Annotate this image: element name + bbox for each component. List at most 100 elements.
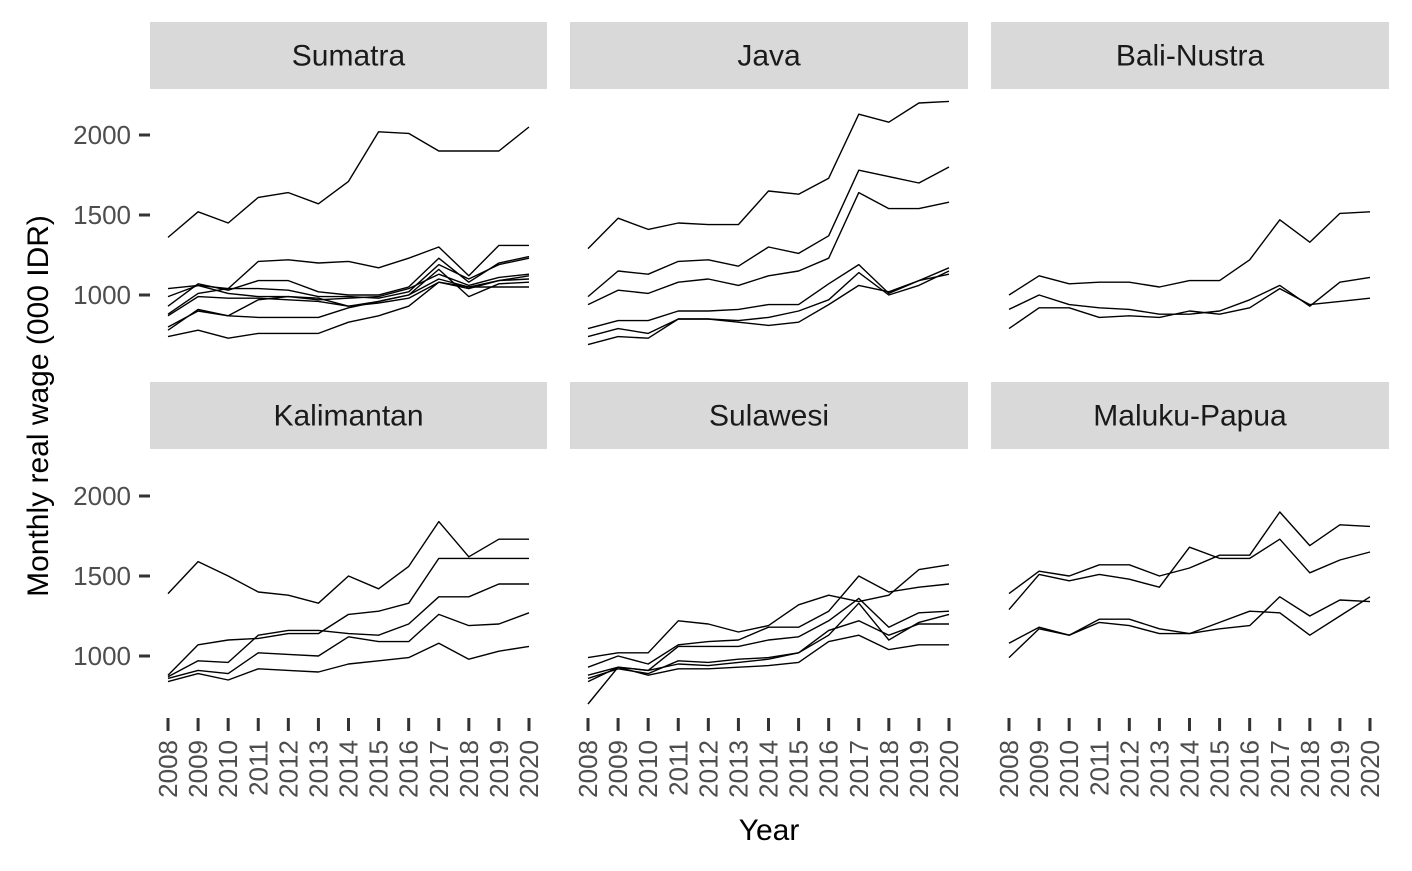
- x-tick-label: 2016: [1235, 740, 1265, 798]
- series-line-2: [1008, 538, 1371, 611]
- x-tick-label: 2014: [754, 740, 784, 798]
- x-tick-label: 2011: [663, 740, 693, 796]
- panel-sulawesi: Sulawesi: [570, 382, 968, 705]
- x-tick-label: 2011: [1084, 740, 1114, 796]
- series-line-3: [167, 255, 530, 307]
- x-tick-label: 2016: [394, 740, 424, 798]
- series-line-1: [1008, 511, 1371, 595]
- panel-maluku-papua: Maluku-Papua: [991, 382, 1389, 659]
- series-line-2: [1008, 276, 1371, 315]
- series-line-2: [167, 557, 529, 676]
- x-tick-label: 2013: [1144, 740, 1174, 798]
- x-tick-label: 2020: [1355, 740, 1385, 798]
- panel-bali-nustra: Bali-Nustra: [991, 22, 1389, 330]
- series-line-4: [587, 602, 950, 680]
- strip-title: Maluku-Papua: [1093, 400, 1287, 433]
- y-axis-title: Monthly real wage (000 IDR): [22, 215, 55, 597]
- x-tick-label: 2012: [273, 740, 303, 798]
- strip-title: Kalimantan: [273, 400, 423, 433]
- strip-background: [991, 22, 1389, 89]
- series-line-4: [1008, 596, 1371, 659]
- series-line-5: [587, 620, 949, 683]
- series-line-2: [587, 575, 950, 668]
- series-line-1: [167, 520, 529, 604]
- series-line-6: [587, 273, 950, 346]
- y-tick-label: 1500: [73, 200, 131, 230]
- strip-title: Java: [737, 40, 801, 73]
- series-line-4: [587, 263, 950, 330]
- strip-background: [991, 382, 1389, 449]
- y-axes-group: 1000 1500 2000 1000 1500 2000: [73, 120, 150, 671]
- x-axes-group: 2008 2009 2010 2011 2012 2013 2014 2015 2016 2017…: [153, 718, 1385, 798]
- series-line-1: [167, 126, 530, 238]
- x-tick-label: 2019: [1325, 740, 1355, 798]
- x-tick-label: 2020: [514, 740, 544, 798]
- series-line-2: [167, 244, 529, 290]
- series-line-5: [167, 273, 530, 301]
- x-tick-label: 2014: [334, 740, 364, 798]
- x-axis-title: Year: [739, 814, 800, 847]
- y-tick-label: 1500: [73, 561, 131, 591]
- series-line-1: [1008, 211, 1371, 296]
- x-tick-label: 2012: [1114, 740, 1144, 798]
- x-tick-label: 2017: [424, 740, 454, 798]
- x-tick-label: 2018: [1295, 740, 1325, 798]
- series-line-6: [587, 634, 949, 705]
- series-line-9: [167, 281, 529, 339]
- strip-background: [150, 22, 547, 89]
- x-tick-label: 2010: [213, 740, 243, 798]
- series-line-5: [587, 270, 950, 338]
- x-tick-label: 2013: [723, 740, 753, 798]
- x-tick-label: 2008: [573, 740, 603, 798]
- x-tick-label: 2008: [994, 740, 1024, 798]
- series-line-3: [167, 583, 529, 678]
- series-line-1: [587, 564, 950, 659]
- x-tick-label: 2009: [603, 740, 633, 798]
- series-line-5: [167, 642, 530, 683]
- x-tick-label: 2015: [1205, 740, 1235, 798]
- strip-title: Sumatra: [292, 40, 406, 73]
- series-line-3: [1008, 596, 1371, 644]
- x-tick-label: 2009: [1024, 740, 1054, 798]
- x-tick-label: 2008: [153, 740, 183, 798]
- strip-background: [570, 22, 968, 89]
- series-line-8: [167, 268, 530, 331]
- x-tick-label: 2010: [1054, 740, 1084, 798]
- series-line-1: [587, 100, 950, 250]
- x-tick-label: 2018: [454, 740, 484, 798]
- x-tick-label: 2018: [874, 740, 904, 798]
- x-tick-label: 2019: [484, 740, 514, 798]
- panel-java: Java: [570, 22, 968, 346]
- y-tick-label: 2000: [73, 481, 131, 511]
- y-tick-label: 1000: [73, 641, 131, 671]
- strip-background: [570, 382, 968, 449]
- x-tick-label: 2009: [183, 740, 213, 798]
- y-tick-label: 2000: [73, 120, 131, 150]
- x-tick-label: 2014: [1175, 740, 1205, 798]
- x-tick-label: 2011: [243, 740, 273, 796]
- strip-background: [150, 382, 547, 449]
- strip-title: Bali-Nustra: [1116, 40, 1265, 73]
- panel-kalimantan: Kalimantan: [150, 382, 547, 683]
- x-tick-label: 2012: [693, 740, 723, 798]
- x-tick-label: 2017: [1265, 740, 1295, 798]
- x-tick-label: 2015: [364, 740, 394, 798]
- panel-sumatra: Sumatra: [150, 22, 547, 339]
- x-tick-label: 2017: [844, 740, 874, 798]
- x-tick-label: 2016: [814, 740, 844, 798]
- y-tick-label: 1000: [73, 280, 131, 310]
- series-line-6: [167, 275, 530, 317]
- series-line-3: [1008, 287, 1371, 330]
- x-tick-label: 2015: [784, 740, 814, 798]
- x-tick-label: 2013: [303, 740, 333, 798]
- series-line-2: [587, 166, 950, 298]
- x-tick-label: 2020: [934, 740, 964, 798]
- strip-title: Sulawesi: [709, 400, 829, 433]
- series-line-3: [587, 191, 950, 306]
- series-line-4: [167, 612, 530, 680]
- panels-group: Sumatra Java Bali-Nustra Kalimantan Sulawesi…: [150, 22, 1389, 705]
- x-tick-label: 2019: [904, 740, 934, 798]
- x-tick-label: 2010: [633, 740, 663, 798]
- series-line-4: [167, 257, 530, 315]
